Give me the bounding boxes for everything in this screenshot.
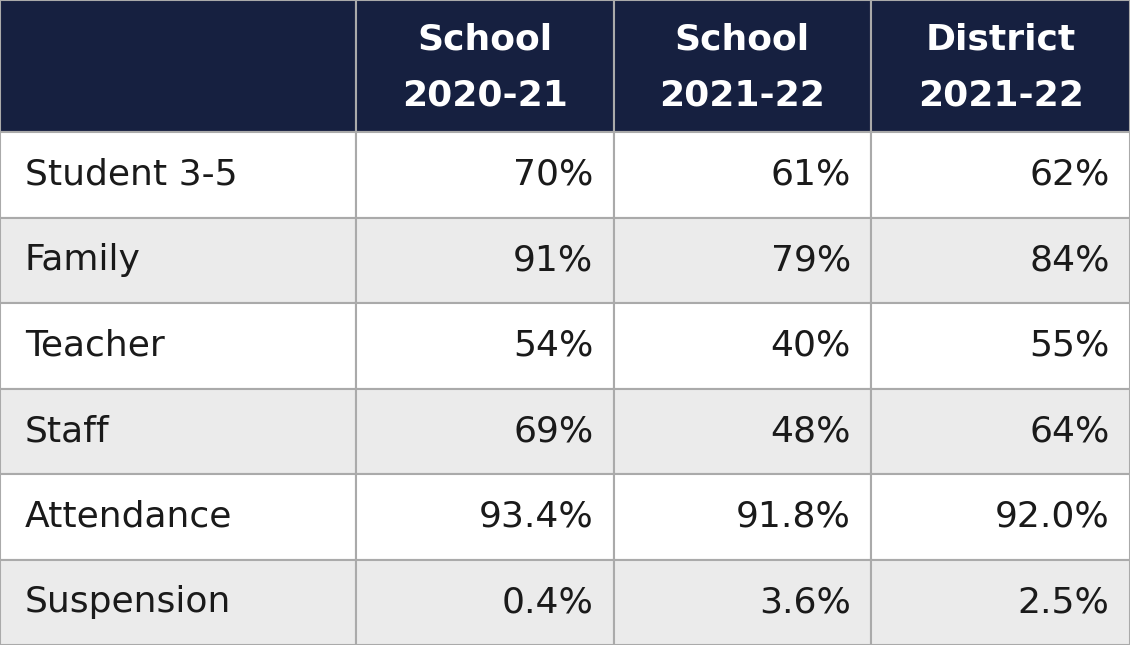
Bar bbox=[356, 474, 614, 559]
Bar bbox=[871, 217, 1130, 303]
Bar bbox=[614, 132, 871, 217]
Text: 84%: 84% bbox=[1029, 243, 1110, 277]
Text: Suspension: Suspension bbox=[25, 585, 232, 619]
Text: 55%: 55% bbox=[1029, 329, 1110, 363]
Bar bbox=[0, 474, 356, 559]
Bar bbox=[0, 217, 356, 303]
Bar bbox=[614, 0, 871, 132]
Bar bbox=[0, 132, 356, 217]
Bar bbox=[871, 132, 1130, 217]
Text: 2021-22: 2021-22 bbox=[918, 78, 1084, 112]
Text: 91%: 91% bbox=[513, 243, 593, 277]
Text: School: School bbox=[417, 23, 553, 57]
Text: Student 3-5: Student 3-5 bbox=[25, 158, 237, 192]
Text: 93.4%: 93.4% bbox=[478, 500, 593, 534]
Text: 54%: 54% bbox=[513, 329, 593, 363]
Text: 2021-22: 2021-22 bbox=[660, 78, 825, 112]
Bar bbox=[614, 217, 871, 303]
Bar bbox=[871, 0, 1130, 132]
Bar bbox=[356, 132, 614, 217]
Bar bbox=[614, 303, 871, 388]
Bar bbox=[0, 0, 356, 132]
Text: 61%: 61% bbox=[771, 158, 851, 192]
Bar bbox=[356, 303, 614, 388]
Bar bbox=[871, 560, 1130, 645]
Bar bbox=[614, 560, 871, 645]
Text: 64%: 64% bbox=[1029, 414, 1110, 448]
Text: District: District bbox=[925, 23, 1076, 57]
Text: 48%: 48% bbox=[771, 414, 851, 448]
Text: School: School bbox=[675, 23, 810, 57]
Bar bbox=[0, 560, 356, 645]
Bar bbox=[614, 474, 871, 559]
Text: Attendance: Attendance bbox=[25, 500, 233, 534]
Bar bbox=[614, 388, 871, 474]
Text: 2.5%: 2.5% bbox=[1018, 585, 1110, 619]
Bar bbox=[0, 388, 356, 474]
Text: 40%: 40% bbox=[771, 329, 851, 363]
Bar bbox=[0, 303, 356, 388]
Bar bbox=[871, 303, 1130, 388]
Text: 92.0%: 92.0% bbox=[994, 500, 1110, 534]
Bar bbox=[356, 388, 614, 474]
Text: 91.8%: 91.8% bbox=[736, 500, 851, 534]
Bar bbox=[871, 474, 1130, 559]
Text: 3.6%: 3.6% bbox=[759, 585, 851, 619]
Text: Teacher: Teacher bbox=[25, 329, 165, 363]
Text: 70%: 70% bbox=[513, 158, 593, 192]
Bar bbox=[871, 388, 1130, 474]
Text: 0.4%: 0.4% bbox=[502, 585, 593, 619]
Text: 2020-21: 2020-21 bbox=[402, 78, 567, 112]
Bar bbox=[356, 560, 614, 645]
Text: 79%: 79% bbox=[771, 243, 851, 277]
Text: Staff: Staff bbox=[25, 414, 110, 448]
Text: 62%: 62% bbox=[1029, 158, 1110, 192]
Text: 69%: 69% bbox=[513, 414, 593, 448]
Bar bbox=[356, 0, 614, 132]
Text: Family: Family bbox=[25, 243, 141, 277]
Bar bbox=[356, 217, 614, 303]
